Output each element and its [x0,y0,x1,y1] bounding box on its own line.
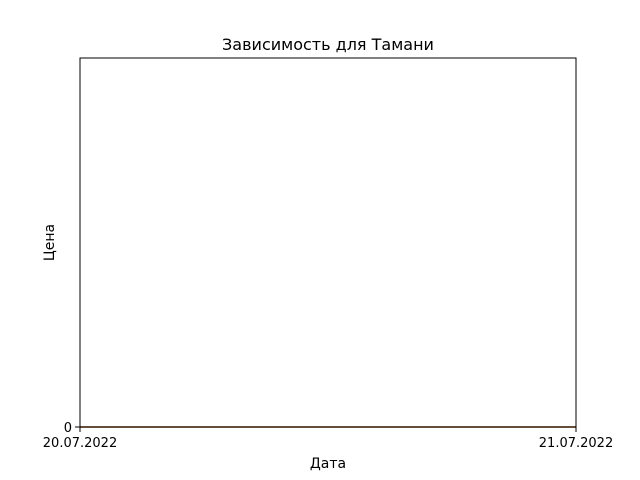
x-axis-ticks: 20.07.2022 21.07.2022 [43,427,613,451]
x-tick-label: 21.07.2022 [539,436,613,451]
y-axis-label: Цена [42,224,58,261]
plot-area-frame [79,57,577,428]
x-tick-label: 20.07.2022 [43,436,117,451]
x-axis-label: Дата [310,456,346,472]
y-axis-ticks: 0 [64,421,80,436]
chart-title: Зависимость для Тамани [222,35,434,54]
y-tick-label: 0 [64,421,72,436]
